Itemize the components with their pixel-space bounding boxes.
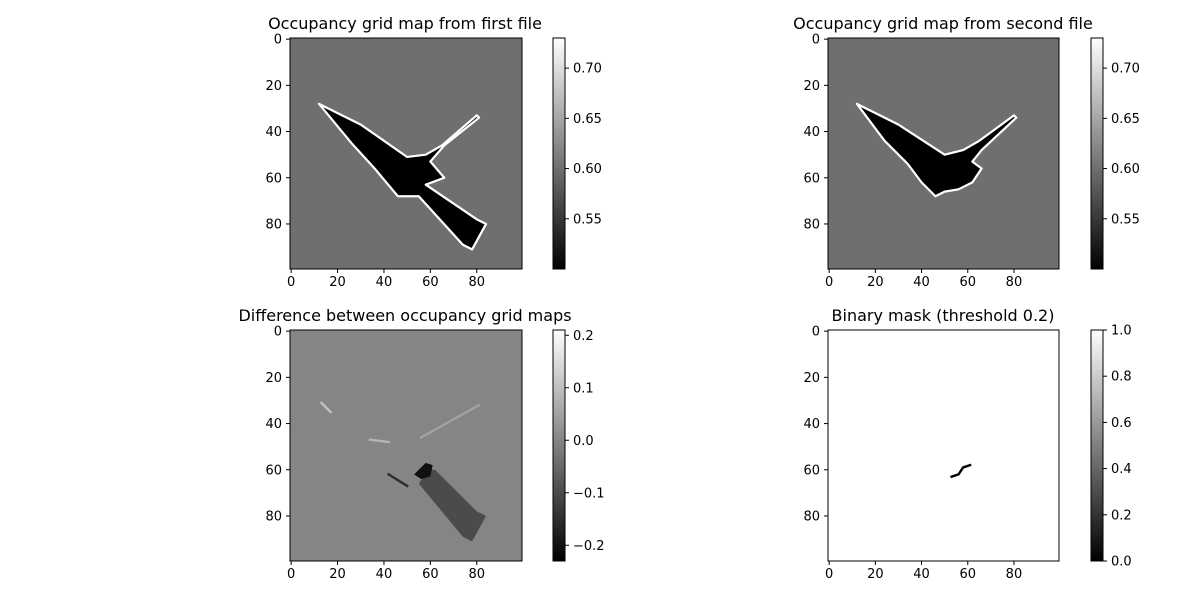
subplot-4: Binary mask (threshold 0.2) 0 20 40 60 80 0 20 4… xyxy=(803,306,1131,582)
colorbar-gradient xyxy=(1090,329,1104,562)
free-space-region xyxy=(317,102,488,251)
colorbar-tick-label: 0.65 xyxy=(573,112,602,127)
mask-region xyxy=(950,463,972,479)
colorbar-tick-label: 0.2 xyxy=(1111,508,1132,523)
x-tick-label: 80 xyxy=(1006,275,1023,290)
x-tick-label: 20 xyxy=(329,567,346,582)
y-tick-label: 20 xyxy=(265,371,282,386)
difference-region xyxy=(414,462,433,479)
x-tick-label: 0 xyxy=(287,275,295,290)
x-tick-label: 20 xyxy=(329,275,346,290)
subplot-title: Occupancy grid map from second file xyxy=(793,14,1093,33)
y-tick-label: 60 xyxy=(265,171,282,186)
y-tick-label: 40 xyxy=(265,417,282,432)
y-tick-label: 40 xyxy=(265,125,282,140)
subplot-title: Occupancy grid map from first file xyxy=(268,14,542,33)
difference-edge xyxy=(419,403,481,440)
colorbar: −0.2 −0.1 0.0 0.1 0.2 xyxy=(552,329,605,562)
colorbar-tick-label: −0.2 xyxy=(573,539,605,554)
colorbar-tick-label: 0.2 xyxy=(573,329,594,344)
y-tick-label: 40 xyxy=(803,125,820,140)
colorbar-tick-label: 0.0 xyxy=(1111,555,1132,570)
colorbar-tick-label: 0.6 xyxy=(1111,416,1132,431)
x-tick-label: 60 xyxy=(422,275,439,290)
colorbar-gradient xyxy=(1090,37,1104,270)
colorbar-tick-label: 0.70 xyxy=(573,62,602,77)
x-tick-label: 20 xyxy=(867,567,884,582)
colorbar-tick-label: 0.8 xyxy=(1111,370,1132,385)
colorbar-tick-label: −0.1 xyxy=(573,486,605,501)
difference-edge xyxy=(368,438,390,444)
subplot-title: Difference between occupancy grid maps xyxy=(238,306,571,325)
y-tick-label: 20 xyxy=(803,79,820,94)
axes-frame xyxy=(289,37,523,270)
free-space-region xyxy=(855,102,1018,198)
colorbar-tick-label: 0.55 xyxy=(573,212,602,227)
colorbar: 0.55 0.60 0.65 0.70 xyxy=(1090,37,1140,270)
x-tick-label: 0 xyxy=(287,567,295,582)
x-tick-label: 0 xyxy=(825,275,833,290)
y-tick-label: 0 xyxy=(274,33,282,48)
y-tick-label: 0 xyxy=(274,325,282,340)
y-tick-label: 60 xyxy=(803,463,820,478)
x-tick-label: 80 xyxy=(1006,567,1023,582)
colorbar-tick-label: 0.70 xyxy=(1111,62,1140,77)
x-tick-label: 0 xyxy=(825,567,833,582)
x-tick-label: 40 xyxy=(913,275,930,290)
y-tick-label: 80 xyxy=(265,217,282,232)
x-tick-label: 40 xyxy=(376,567,393,582)
difference-edge xyxy=(386,472,409,488)
colorbar-gradient xyxy=(552,37,566,270)
heatmap-background xyxy=(290,38,522,269)
colorbar: 0.0 0.2 0.4 0.6 0.8 1.0 xyxy=(1090,324,1132,570)
heatmap-background xyxy=(828,330,1059,561)
y-tick-label: 0 xyxy=(812,325,820,340)
x-tick-label: 80 xyxy=(468,275,485,290)
heatmap-background xyxy=(290,330,522,561)
colorbar-tick-label: 0.55 xyxy=(1111,212,1140,227)
x-tick-label: 40 xyxy=(913,567,930,582)
x-tick-label: 40 xyxy=(376,275,393,290)
y-tick-label: 60 xyxy=(803,171,820,186)
colorbar-tick-label: 0.0 xyxy=(573,434,594,449)
colorbar-gradient xyxy=(552,329,566,562)
x-tick-label: 20 xyxy=(867,275,884,290)
colorbar: 0.55 0.60 0.65 0.70 xyxy=(552,37,602,270)
colorbar-tick-label: 0.65 xyxy=(1111,112,1140,127)
difference-edge xyxy=(319,401,333,414)
x-tick-label: 80 xyxy=(468,567,485,582)
y-tick-label: 80 xyxy=(803,217,820,232)
y-tick-label: 0 xyxy=(812,33,820,48)
difference-region xyxy=(418,469,487,542)
y-tick-label: 20 xyxy=(803,371,820,386)
axes-frame xyxy=(827,37,1060,270)
x-tick-label: 60 xyxy=(422,567,439,582)
x-tick-label: 60 xyxy=(959,275,976,290)
x-tick-label: 60 xyxy=(959,567,976,582)
subplot-title: Binary mask (threshold 0.2) xyxy=(832,306,1055,325)
y-tick-label: 80 xyxy=(803,509,820,524)
colorbar-tick-label: 0.1 xyxy=(573,381,594,396)
y-tick-label: 80 xyxy=(265,509,282,524)
axes-frame xyxy=(827,329,1060,562)
axes-frame xyxy=(289,329,523,562)
colorbar-tick-label: 1.0 xyxy=(1111,324,1132,339)
y-tick-label: 60 xyxy=(265,463,282,478)
colorbar-tick-label: 0.60 xyxy=(573,162,602,177)
colorbar-tick-label: 0.60 xyxy=(1111,162,1140,177)
colorbar-tick-label: 0.4 xyxy=(1111,462,1132,477)
y-tick-label: 20 xyxy=(265,79,282,94)
y-tick-label: 40 xyxy=(803,417,820,432)
